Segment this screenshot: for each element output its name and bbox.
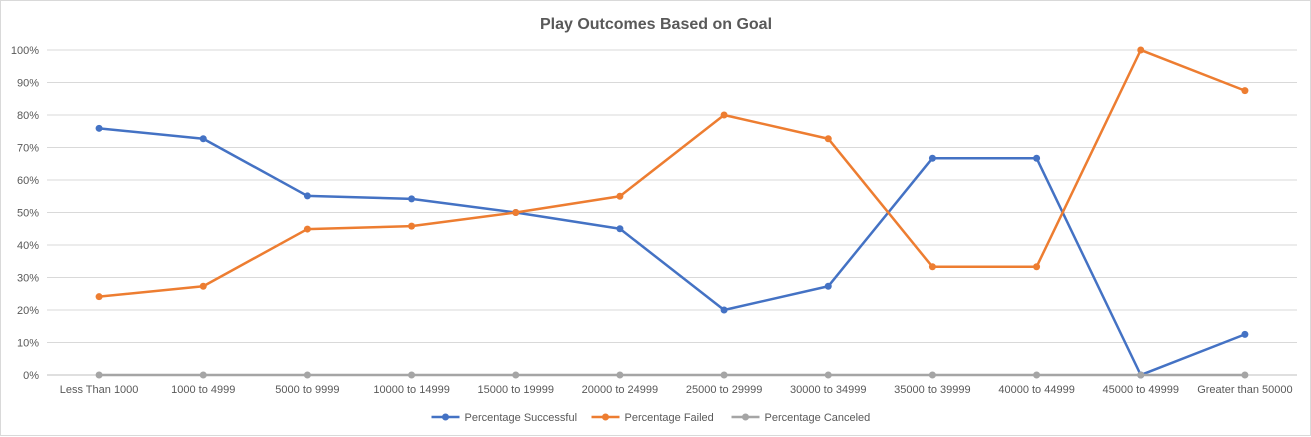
x-tick-label: 20000 to 24999 [582, 384, 658, 396]
data-point [303, 225, 311, 233]
x-tick-label: Less Than 1000 [60, 384, 139, 396]
data-point [928, 263, 936, 271]
legend-swatch-marker [602, 413, 609, 421]
y-tick-label: 70% [17, 143, 39, 155]
data-point [95, 124, 103, 132]
x-tick-label: 5000 to 9999 [275, 384, 339, 396]
data-point [408, 222, 416, 230]
series-1 [95, 46, 1249, 301]
data-point [720, 306, 728, 314]
y-tick-label: 0% [23, 370, 39, 382]
data-point [720, 371, 728, 379]
data-point [1241, 87, 1249, 95]
data-point [1137, 371, 1145, 379]
data-point [1241, 371, 1249, 379]
series-group [95, 46, 1249, 379]
legend-item: Percentage Canceled [731, 412, 871, 424]
data-point [928, 371, 936, 379]
data-point [1241, 330, 1249, 338]
y-tick-label: 30% [17, 273, 39, 285]
y-tick-label: 10% [17, 338, 39, 350]
legend-label: Percentage Successful [465, 412, 578, 424]
legend-swatch-marker [442, 413, 449, 421]
data-point [512, 209, 520, 216]
y-axis-ticks: 0% 10% 20% 30% 40% 50% 60% 70% 80% 90% 100% [11, 45, 39, 382]
y-tick-label: 100% [11, 45, 39, 57]
x-tick-label: Greater than 50000 [1197, 384, 1292, 396]
data-point [824, 371, 832, 379]
y-tick-label: 90% [17, 78, 39, 90]
data-point [824, 135, 832, 143]
legend-item: Percentage Failed [591, 412, 714, 424]
legend-label: Percentage Failed [625, 412, 714, 424]
data-point [1033, 263, 1041, 271]
data-point [1137, 46, 1145, 54]
x-tick-label: 45000 to 49999 [1103, 384, 1179, 396]
data-point [824, 282, 832, 290]
data-point [95, 293, 103, 301]
data-point [720, 111, 728, 119]
y-tick-label: 80% [17, 110, 39, 122]
x-axis-ticks: Less Than 1000 1000 to 4999 5000 to 9999 10… [60, 384, 1293, 396]
data-point [616, 225, 624, 233]
data-point [616, 371, 624, 379]
x-tick-label: 10000 to 14999 [373, 384, 449, 396]
y-tick-label: 60% [17, 175, 39, 187]
x-tick-label: 35000 to 39999 [894, 384, 970, 396]
x-tick-label: 30000 to 34999 [790, 384, 866, 396]
data-point [928, 154, 936, 162]
data-point [408, 371, 416, 379]
legend-item: Percentage Successful [431, 412, 578, 424]
x-tick-label: 40000 to 44999 [998, 384, 1074, 396]
series-0 [95, 124, 1249, 379]
chart-title: Play Outcomes Based on Goal [540, 16, 772, 33]
x-tick-label: 25000 to 29999 [686, 384, 762, 396]
legend: Percentage Successful Percentage Failed Pe… [431, 412, 871, 424]
data-point [1033, 154, 1041, 162]
data-point [199, 135, 207, 143]
data-point [408, 195, 416, 203]
data-point [199, 371, 207, 379]
data-point [1033, 371, 1041, 379]
y-tick-label: 40% [17, 240, 39, 252]
x-tick-label: 15000 to 19999 [478, 384, 554, 396]
gridlines [47, 49, 1297, 376]
legend-label: Percentage Canceled [765, 412, 871, 424]
y-tick-label: 20% [17, 305, 39, 317]
series-line [98, 127, 1246, 377]
data-point [616, 192, 624, 200]
data-point [303, 371, 311, 379]
data-point [512, 371, 520, 379]
legend-swatch-marker [742, 413, 749, 421]
data-point [303, 192, 311, 200]
y-tick-label: 50% [17, 208, 39, 220]
series-2 [95, 371, 1249, 379]
series-line [98, 48, 1246, 298]
data-point [95, 371, 103, 379]
data-point [199, 282, 207, 290]
x-tick-label: 1000 to 4999 [171, 384, 235, 396]
